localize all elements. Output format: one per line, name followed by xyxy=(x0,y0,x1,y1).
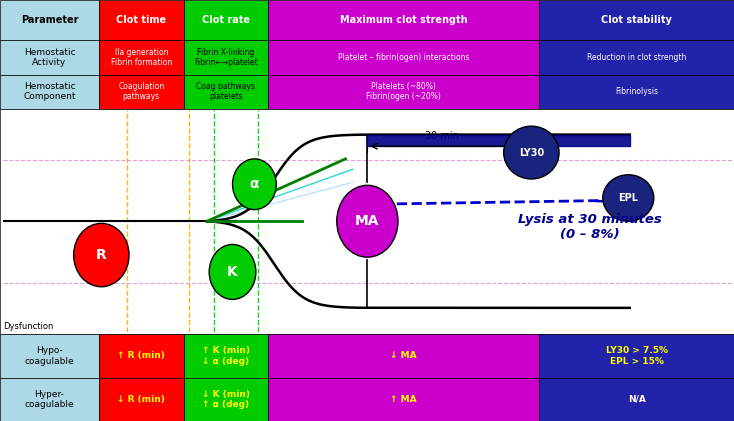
Text: ↓ K (min)
↑ α (deg): ↓ K (min) ↑ α (deg) xyxy=(202,389,250,409)
Bar xyxy=(268,40,539,75)
Bar xyxy=(0,0,99,40)
Bar xyxy=(268,378,539,421)
Bar xyxy=(0,75,99,109)
Bar xyxy=(0,334,99,378)
Text: EPL: EPL xyxy=(618,193,639,203)
Text: Clot rate: Clot rate xyxy=(202,15,250,25)
Text: Platelet – fibrin(ogen) interactions: Platelet – fibrin(ogen) interactions xyxy=(338,53,470,62)
Bar xyxy=(0,109,734,334)
Bar xyxy=(99,378,184,421)
Text: ↑ R (min): ↑ R (min) xyxy=(117,352,165,360)
Bar xyxy=(184,0,268,40)
Bar xyxy=(184,334,268,378)
Text: K: K xyxy=(227,265,238,279)
Text: Fibrinolysis: Fibrinolysis xyxy=(615,87,658,96)
Bar xyxy=(268,75,539,109)
Text: Coagulation
pathways: Coagulation pathways xyxy=(118,82,164,101)
Text: Parameter: Parameter xyxy=(21,15,79,25)
Bar xyxy=(99,0,184,40)
Bar xyxy=(99,334,184,378)
Text: N/A: N/A xyxy=(628,395,646,404)
Bar xyxy=(539,378,734,421)
Text: R: R xyxy=(96,248,106,262)
Ellipse shape xyxy=(233,159,276,210)
Text: ↑ MA: ↑ MA xyxy=(390,395,417,404)
Bar xyxy=(0,40,99,75)
Text: Lysis at 30 minutes
(0 – 8%): Lysis at 30 minutes (0 – 8%) xyxy=(517,213,661,240)
Text: Dysfunction: Dysfunction xyxy=(3,322,54,331)
Text: Fibrin X-linking
Fibrin←→platelet: Fibrin X-linking Fibrin←→platelet xyxy=(194,48,258,67)
Text: Hemostatic
Activity: Hemostatic Activity xyxy=(23,48,76,67)
Text: Hemostatic
Component: Hemostatic Component xyxy=(23,82,76,101)
Bar xyxy=(184,378,268,421)
Bar xyxy=(268,334,539,378)
Ellipse shape xyxy=(337,185,398,257)
Text: Platelets (~80%)
Fibrin(ogen (~20%): Platelets (~80%) Fibrin(ogen (~20%) xyxy=(366,82,441,101)
Bar xyxy=(268,0,539,40)
Text: Clot stability: Clot stability xyxy=(601,15,672,25)
Text: ↓ R (min): ↓ R (min) xyxy=(117,395,165,404)
Text: Coag pathways
platelets: Coag pathways platelets xyxy=(196,82,255,101)
Text: LY30: LY30 xyxy=(519,148,544,157)
Text: LY30 > 7.5%
EPL > 15%: LY30 > 7.5% EPL > 15% xyxy=(606,346,668,366)
Text: ↑ K (min)
↓ α (deg): ↑ K (min) ↓ α (deg) xyxy=(202,346,250,366)
Bar xyxy=(0,378,99,421)
Ellipse shape xyxy=(504,126,559,179)
Text: Clot time: Clot time xyxy=(116,15,167,25)
Text: ↓ MA: ↓ MA xyxy=(390,352,417,360)
Bar xyxy=(184,75,268,109)
Text: IIa generation
Fibrin formation: IIa generation Fibrin formation xyxy=(111,48,172,67)
Bar xyxy=(539,0,734,40)
Ellipse shape xyxy=(603,175,654,221)
Bar xyxy=(99,75,184,109)
Text: 30 min: 30 min xyxy=(425,131,459,141)
Bar xyxy=(184,40,268,75)
Text: Hypo-
coagulable: Hypo- coagulable xyxy=(25,346,74,366)
Bar xyxy=(539,40,734,75)
Ellipse shape xyxy=(209,245,256,299)
Ellipse shape xyxy=(73,224,129,287)
Text: α: α xyxy=(250,177,259,191)
Bar xyxy=(539,75,734,109)
Bar xyxy=(539,334,734,378)
Text: Reduction in clot strength: Reduction in clot strength xyxy=(587,53,686,62)
Text: Maximum clot strength: Maximum clot strength xyxy=(340,15,468,25)
Text: MA: MA xyxy=(355,214,379,228)
Text: Hyper-
coagulable: Hyper- coagulable xyxy=(25,389,74,409)
Bar xyxy=(99,40,184,75)
